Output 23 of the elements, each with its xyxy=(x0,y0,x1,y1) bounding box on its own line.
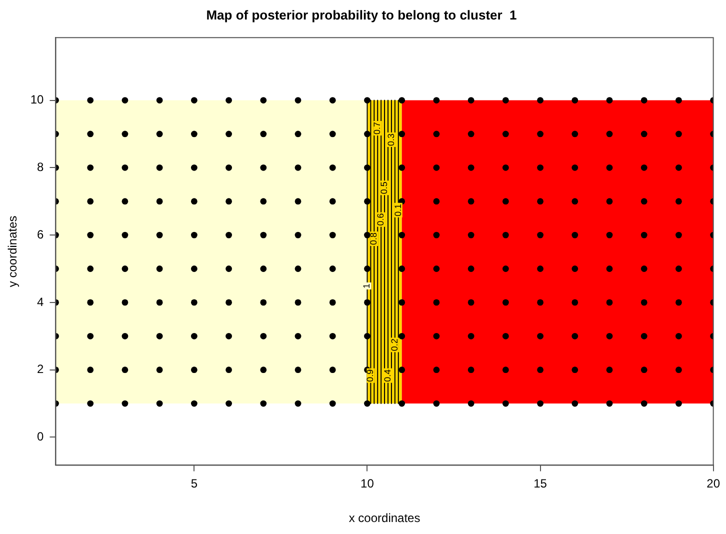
y-tick-label: 0 xyxy=(37,430,44,444)
x-axis-title: x coordinates xyxy=(348,511,420,526)
annotation: 0.2 xyxy=(389,338,400,352)
annotation: 1 xyxy=(362,283,372,288)
x-tick-label: 15 xyxy=(534,476,548,491)
x-tick-label: 5 xyxy=(190,476,198,491)
y-axis-title: y coordinates xyxy=(6,216,20,288)
annotation: 0.9 xyxy=(365,369,376,382)
annotation: 0.4 xyxy=(382,369,392,382)
y-tick-label: 2 xyxy=(37,362,44,376)
x-tick-label: 20 xyxy=(706,476,720,491)
y-tick-label: 8 xyxy=(37,160,44,174)
annotation: 0.5 xyxy=(379,182,390,194)
chart-title: Map of posterior probability to belong to cluster 1 xyxy=(206,7,517,22)
annotation: 0.6 xyxy=(376,213,386,226)
annotation: 0.3 xyxy=(386,133,396,146)
annotation: 0.1 xyxy=(392,204,403,216)
y-tick-label: 10 xyxy=(30,92,44,107)
annotation: 0.7 xyxy=(372,122,382,134)
x-tick-label: 10 xyxy=(360,476,374,491)
y-tick-label: 4 xyxy=(37,294,44,309)
annotation: 0.8 xyxy=(368,232,379,246)
y-tick-label: 6 xyxy=(37,227,44,242)
